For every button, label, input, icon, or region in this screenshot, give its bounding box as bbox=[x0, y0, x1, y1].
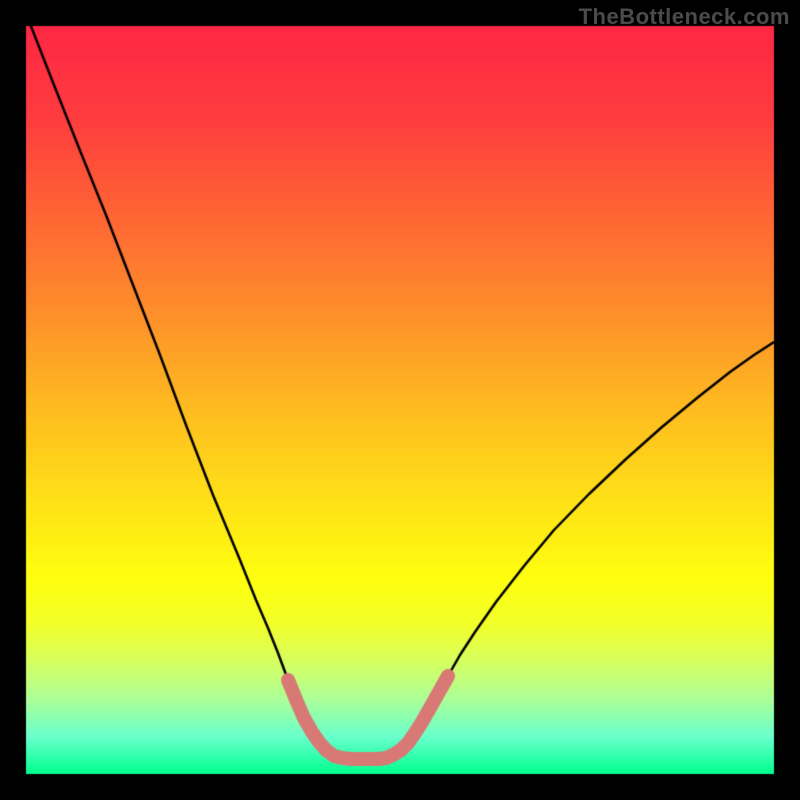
bottleneck-chart-canvas bbox=[0, 0, 800, 800]
watermark-text: TheBottleneck.com bbox=[579, 4, 790, 30]
chart-container: TheBottleneck.com bbox=[0, 0, 800, 800]
